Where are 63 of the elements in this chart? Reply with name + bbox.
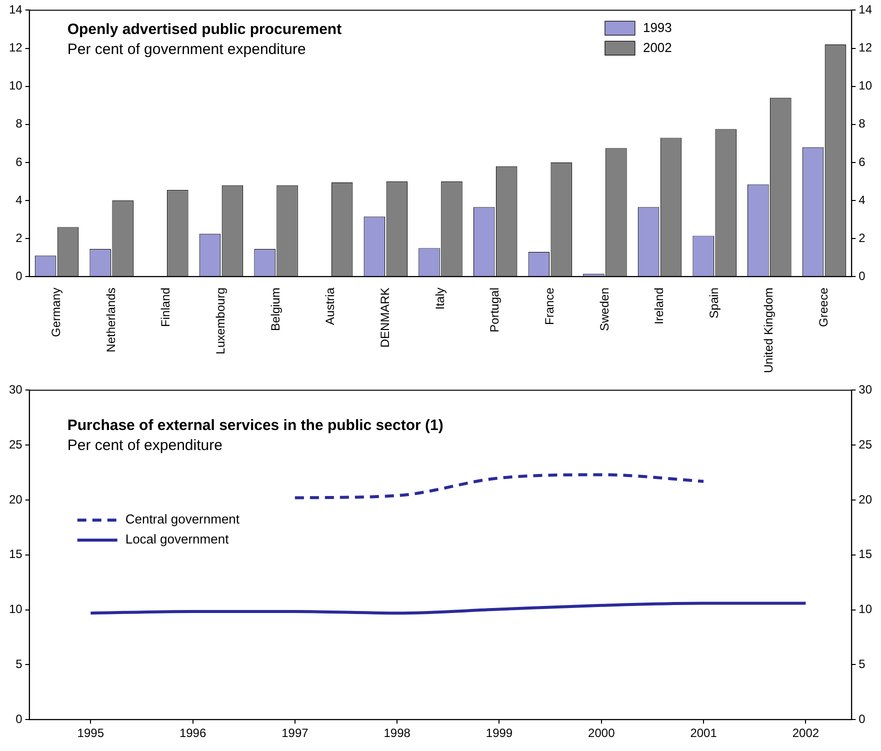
y-tick-label: 0 <box>16 268 23 283</box>
x-tick-label: Italy <box>432 288 447 310</box>
y2-tick-label: 2 <box>858 230 866 245</box>
text: Per cent of government expenditure <box>67 40 306 58</box>
x-tick-label: Netherlands <box>104 288 118 352</box>
y2-tick-label: 12 <box>858 40 872 55</box>
y-tick-label: 15 <box>8 547 23 562</box>
x-tick-label: 1995 <box>77 726 104 740</box>
legend-label: Local government <box>125 532 230 547</box>
legend-label: 1993 <box>642 20 672 35</box>
x-tick-label: 1998 <box>384 726 411 740</box>
x-tick-label: France <box>542 287 556 325</box>
x-tick-label: Belgium <box>268 288 282 331</box>
y2-tick-label: 8 <box>858 116 866 131</box>
line-series <box>293 473 706 500</box>
y-tick-label: 30 <box>8 382 23 397</box>
x-tick-label: Finland <box>158 288 173 327</box>
y2-tick-label: 14 <box>858 2 872 17</box>
y2-tick-label: 4 <box>858 192 866 207</box>
x-tick-label: United Kingdom <box>762 288 776 374</box>
y-tick-label: 4 <box>16 192 23 207</box>
x-tick-label: Greece <box>816 287 831 327</box>
y2-tick-label: 0 <box>858 268 866 283</box>
legend-label: 2002 <box>642 40 672 55</box>
legend-label: Central government <box>125 512 240 527</box>
x-tick-label: Luxembourg <box>214 288 228 354</box>
y-tick-label: 8 <box>16 116 23 131</box>
x-tick-label: 1996 <box>179 726 206 740</box>
x-tick-label: 2002 <box>792 726 820 740</box>
y2-tick-label: 20 <box>858 492 872 506</box>
x-tick-label: DENMARK <box>378 288 392 348</box>
line-series <box>89 602 808 615</box>
x-tick-label: Sweden <box>597 288 612 331</box>
y-tick-label: 10 <box>8 78 23 93</box>
y-tick-label: 20 <box>8 492 23 506</box>
y2-tick-label: 30 <box>858 382 872 397</box>
text: Openly advertised public procurement <box>67 20 342 38</box>
y2-tick-label: 5 <box>858 657 866 672</box>
y2-tick-label: 0 <box>858 712 866 726</box>
y2-tick-label: 10 <box>858 78 872 93</box>
y-tick-label: 2 <box>16 230 23 245</box>
x-tick-label: 2000 <box>588 726 616 740</box>
x-tick-label: Portugal <box>488 288 502 332</box>
x-tick-label: Spain <box>706 288 721 318</box>
x-tick-label: 2001 <box>690 726 718 740</box>
y-tick-label: 5 <box>16 657 23 672</box>
x-tick-label: Austria <box>323 287 338 325</box>
text: Purchase of external services in the public sector (1) <box>67 416 444 434</box>
y2-tick-label: 6 <box>858 154 866 169</box>
y2-tick-label: 10 <box>858 602 872 616</box>
y2-tick-label: 15 <box>858 547 872 562</box>
x-tick-label: 1997 <box>282 726 309 740</box>
x-tick-label: Ireland <box>652 288 666 324</box>
x-tick-label: Germany <box>49 288 64 337</box>
y-tick-label: 0 <box>16 712 23 726</box>
y-tick-label: 25 <box>8 437 23 452</box>
y2-tick-label: 25 <box>858 437 872 452</box>
y-tick-label: 14 <box>8 2 23 17</box>
x-tick-label: 1999 <box>486 726 513 740</box>
text: Per cent of expenditure <box>67 436 222 454</box>
y-tick-label: 10 <box>8 602 23 616</box>
y-tick-label: 12 <box>8 40 23 55</box>
y-tick-label: 6 <box>16 154 23 169</box>
